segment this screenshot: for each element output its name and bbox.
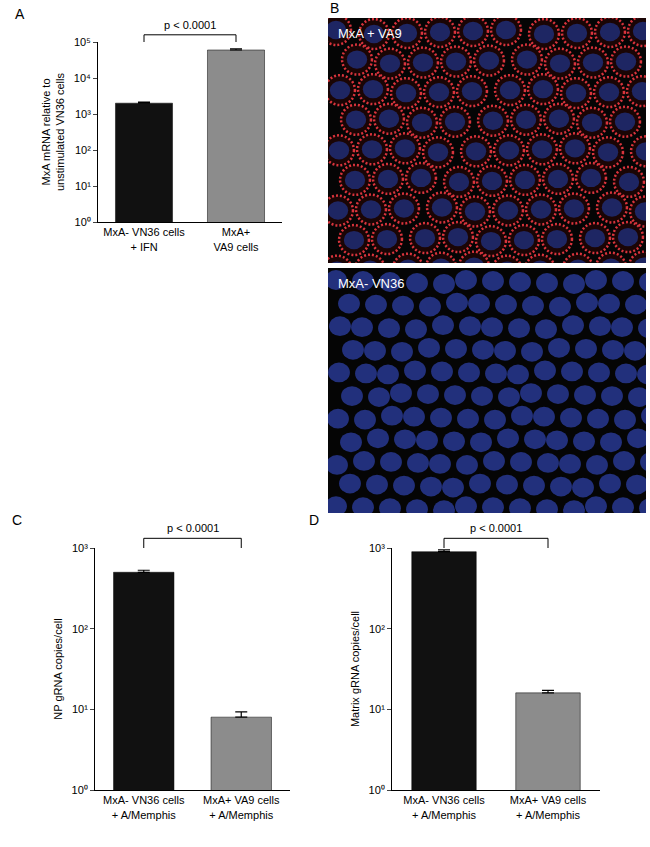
html-text:MxA- VN36: MxA- VN36 (338, 276, 405, 291)
svg-text:Matrix gRNA copies/cell: Matrix gRNA copies/cell (349, 611, 361, 727)
svg-text:NP gRNA copies/cell: NP gRNA copies/cell (52, 618, 64, 719)
svg-text:10¹: 10¹ (369, 703, 385, 715)
svg-text:D: D (309, 512, 319, 528)
svg-text:10³: 10³ (369, 542, 385, 554)
html-text:B: B (330, 0, 340, 16)
svg-text:10²: 10² (72, 623, 88, 635)
svg-text:A: A (15, 6, 25, 22)
svg-text:10³: 10³ (75, 108, 91, 120)
svg-text:10⁰: 10⁰ (75, 216, 91, 228)
svg-text:MxA+VA9 cells: MxA+VA9 cells (213, 226, 259, 252)
svg-text:p < 0.0001: p < 0.0001 (167, 522, 219, 534)
svg-text:10⁴: 10⁴ (74, 72, 91, 84)
svg-text:10¹: 10¹ (75, 180, 91, 192)
svg-text:MxA mRNA relative tounstimulat: MxA mRNA relative tounstimulated VN36 ce… (40, 73, 66, 192)
svg-text:MxA- VN36 cells+ IFN: MxA- VN36 cells+ IFN (103, 226, 185, 252)
svg-text:10⁰: 10⁰ (72, 784, 88, 796)
svg-text:10⁵: 10⁵ (74, 36, 91, 48)
svg-text:10²: 10² (75, 144, 91, 156)
svg-text:10³: 10³ (72, 542, 88, 554)
svg-text:MxA- VN36 cells+ A/Memphis: MxA- VN36 cells+ A/Memphis (403, 794, 485, 820)
svg-text:MxA- VN36 cells+ A/Memphis: MxA- VN36 cells+ A/Memphis (103, 794, 185, 820)
svg-text:10¹: 10¹ (72, 703, 88, 715)
svg-text:p < 0.0001: p < 0.0001 (164, 19, 216, 31)
svg-text:MxA+ VA9 cells+ A/Memphis: MxA+ VA9 cells+ A/Memphis (510, 794, 587, 820)
svg-text:C: C (12, 512, 22, 528)
html-text:MxA + VA9: MxA + VA9 (338, 26, 402, 41)
svg-text:MxA+ VA9 cells+ A/Memphis: MxA+ VA9 cells+ A/Memphis (203, 794, 280, 820)
svg-text:10⁰: 10⁰ (369, 784, 385, 796)
svg-text:p < 0.0001: p < 0.0001 (470, 522, 522, 534)
svg-text:10²: 10² (369, 623, 385, 635)
